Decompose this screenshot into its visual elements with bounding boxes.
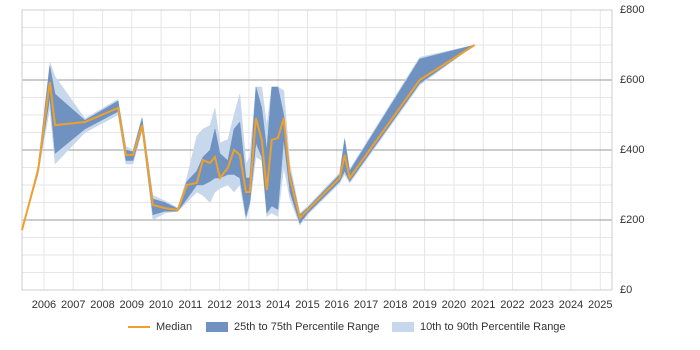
plot-frame xyxy=(21,9,613,291)
x-tick-label: 2013 xyxy=(237,299,261,311)
x-tick-label: 2006 xyxy=(32,299,56,311)
x-tick-label: 2011 xyxy=(179,299,203,311)
legend-swatch xyxy=(392,322,414,332)
median-line xyxy=(21,44,476,231)
percentile-band xyxy=(21,44,475,231)
y-tick-label: £400 xyxy=(620,144,644,156)
legend-label: Median xyxy=(156,321,192,333)
x-tick-label: 2018 xyxy=(383,299,407,311)
legend-label: 10th to 90th Percentile Range xyxy=(420,321,566,333)
y-tick-label: £0 xyxy=(620,284,632,296)
x-tick-label: 2025 xyxy=(588,299,612,311)
x-tick-label: 2012 xyxy=(207,299,231,311)
x-tick-label: 2022 xyxy=(500,299,524,311)
x-tick-label: 2009 xyxy=(120,299,144,311)
x-tick-label: 2014 xyxy=(266,299,290,311)
x-tick-label: 2007 xyxy=(61,299,85,311)
legend-label: 25th to 75th Percentile Range xyxy=(234,321,380,333)
x-tick-label: 2015 xyxy=(295,299,319,311)
x-tick-label: 2010 xyxy=(149,299,173,311)
x-tick-label: 2020 xyxy=(442,299,466,311)
legend-swatch xyxy=(206,322,228,332)
x-tick-label: 2019 xyxy=(412,299,436,311)
x-tick-label: 2024 xyxy=(559,299,583,311)
x-tick-label: 2023 xyxy=(529,299,553,311)
x-tick-label: 2016 xyxy=(325,299,349,311)
x-tick-label: 2008 xyxy=(90,299,114,311)
y-tick-label: £200 xyxy=(620,214,644,226)
x-tick-label: 2021 xyxy=(471,299,495,311)
y-tick-label: £600 xyxy=(620,74,644,86)
x-tick-label: 2017 xyxy=(354,299,378,311)
y-tick-label: £800 xyxy=(620,4,644,16)
